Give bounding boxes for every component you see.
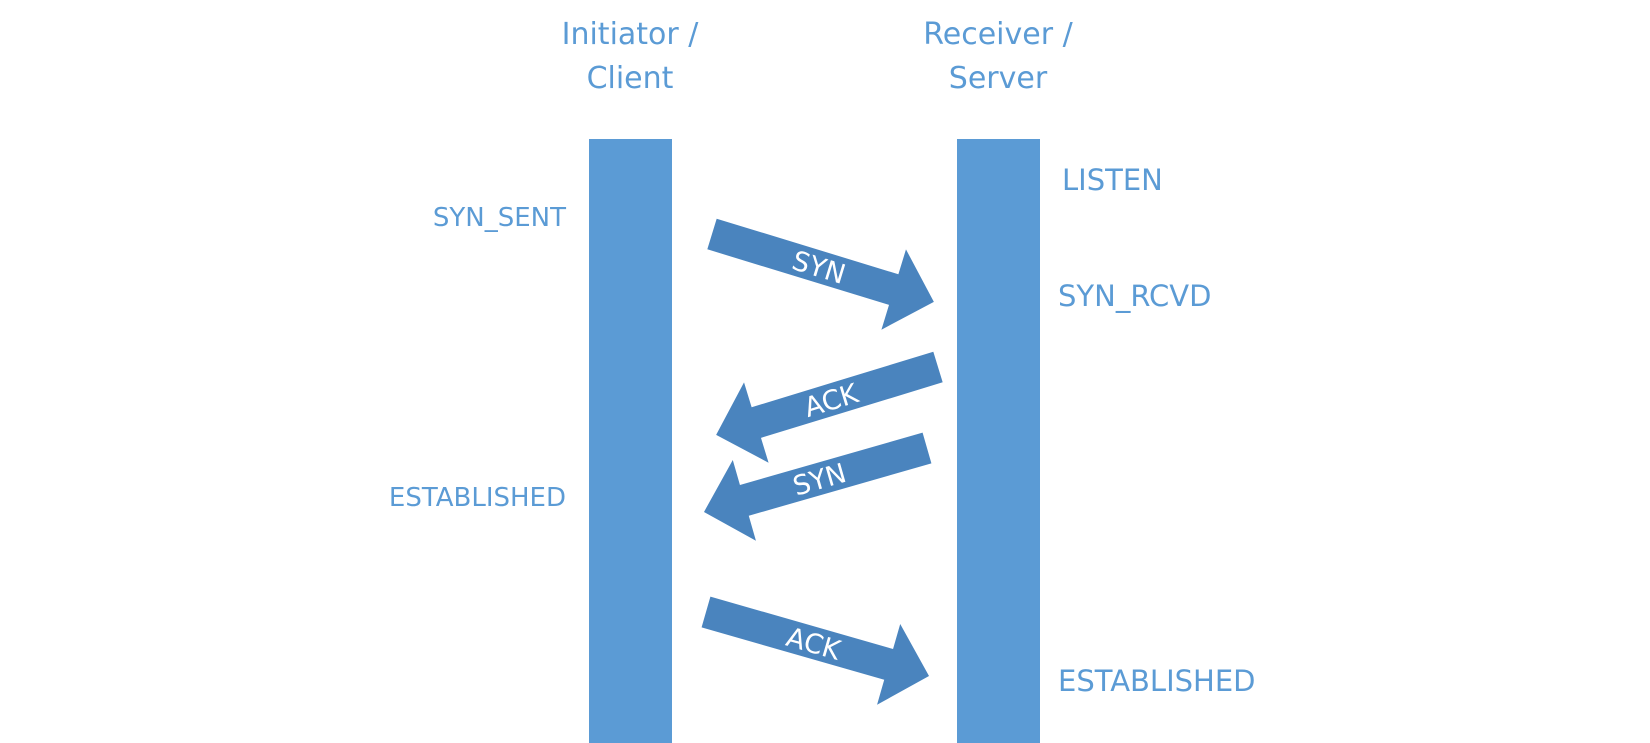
syn-arrow-client-to-server: SYN xyxy=(707,218,934,330)
syn-return-arrow-shape xyxy=(703,432,932,541)
client-title-line1: Initiator / xyxy=(562,17,700,52)
server-lifeline xyxy=(957,139,1040,743)
syn-arrow-shape xyxy=(707,218,934,330)
server-title-line1: Receiver / xyxy=(923,17,1073,52)
client-lifeline xyxy=(589,139,672,743)
server-title-line2: Server xyxy=(949,61,1048,96)
client-title-line2: Client xyxy=(587,61,674,96)
server-state-listen: LISTEN xyxy=(1062,163,1163,197)
ack-arrow-shape xyxy=(716,351,943,463)
final-ack-arrow-shape xyxy=(701,596,930,705)
final-ack-arrow-label: ACK xyxy=(783,622,845,667)
server-state-syn-rcvd: SYN_RCVD xyxy=(1058,279,1211,313)
syn-arrow-label: SYN xyxy=(788,245,849,290)
syn-return-arrow-label: SYN xyxy=(790,458,850,503)
ack-arrow-client-to-server: ACK xyxy=(701,596,930,705)
client-state-established: ESTABLISHED xyxy=(389,483,566,513)
server-state-established: ESTABLISHED xyxy=(1058,664,1256,698)
client-state-syn-sent: SYN_SENT xyxy=(433,203,566,233)
ack-arrow-label: ACK xyxy=(801,378,863,424)
